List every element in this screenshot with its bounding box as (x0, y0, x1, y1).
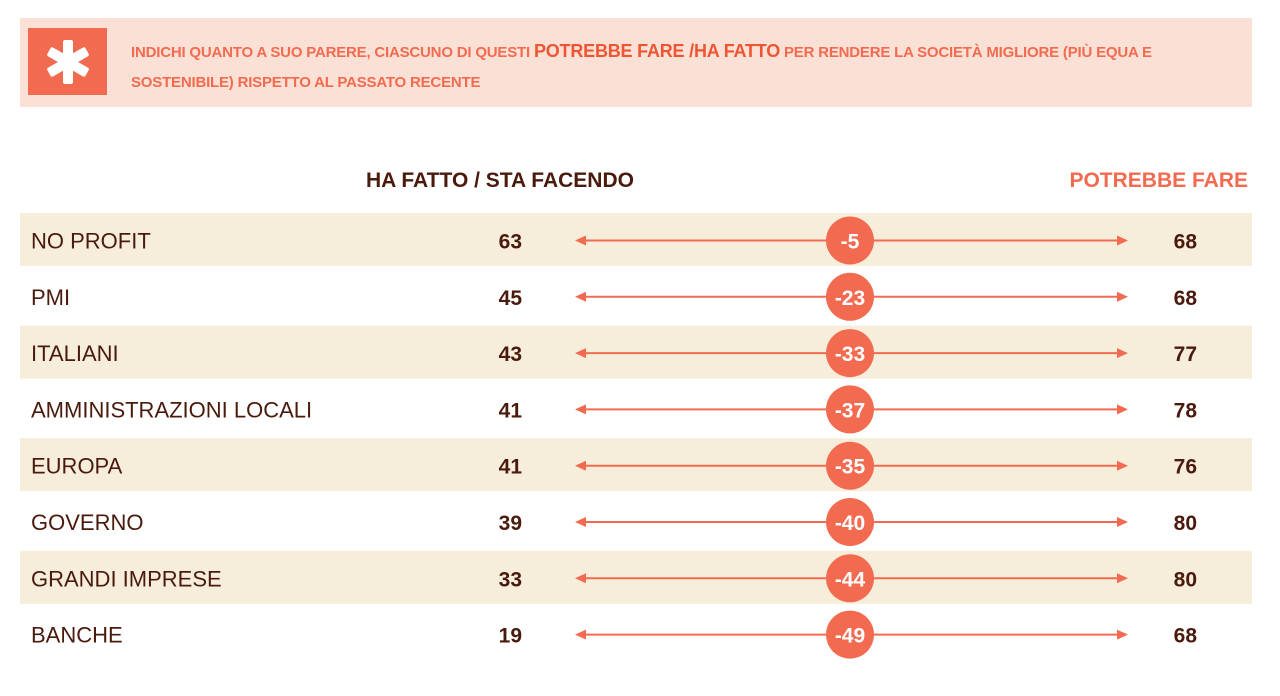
table-row: PMI 45 -23 68 (31, 272, 1198, 321)
row-label: PMI (31, 285, 70, 310)
gap-circle (826, 610, 874, 659)
done-value: 45 (499, 287, 523, 310)
gap-circle (826, 441, 874, 490)
table-row: NO PROFIT 63 -5 68 (20, 213, 1252, 266)
row-label: AMMINISTRAZIONI LOCALI (31, 397, 312, 422)
question-text-emphasis: POTREBBE FARE /HA FATTO (533, 41, 781, 61)
question-text: INDICHI QUANTO A SUO PARERE, CIASCUNO DI… (131, 36, 1241, 98)
row-label: GRANDI IMPRESE (31, 566, 222, 591)
gap-value: -5 (841, 231, 860, 254)
gap-value: -23 (835, 287, 865, 310)
potential-value: 68 (1174, 231, 1198, 254)
done-value: 63 (499, 231, 522, 254)
potential-value: 80 (1174, 568, 1197, 591)
potential-value: 68 (1174, 287, 1198, 310)
gap-circle (826, 216, 874, 265)
gap-value: -35 (835, 456, 866, 479)
row-label: GOVERNO (31, 510, 143, 535)
arrow-right-head (1117, 629, 1128, 640)
arrow-right-head (1117, 348, 1128, 359)
question-text-part1: INDICHI QUANTO A SUO PARERE, CIASCUNO DI… (131, 44, 534, 61)
table-row: ITALIANI 43 -33 77 (20, 325, 1252, 379)
gap-circle (826, 385, 874, 434)
potential-value: 80 (1174, 512, 1197, 535)
row-label: NO PROFIT (31, 229, 151, 254)
arrow-left-head (575, 404, 586, 415)
column-header-done: HA FATTO / STA FACENDO (366, 169, 634, 192)
done-value: 19 (499, 625, 522, 648)
row-label: EUROPA (31, 454, 123, 479)
column-header-potential: POTREBBE FARE (1069, 169, 1248, 192)
potential-value: 78 (1174, 399, 1198, 422)
gap-value: -40 (835, 512, 865, 535)
question-banner (20, 18, 1252, 107)
arrow-left-head (575, 460, 586, 471)
arrow-right-head (1117, 460, 1128, 471)
table-row: AMMINISTRAZIONI LOCALI 41 -37 78 (31, 385, 1198, 434)
potential-value: 68 (1174, 625, 1198, 648)
question-text-part2: PER RENDERE LA SOCIETÀ MIGLIORE (PIÙ EQU… (131, 44, 1152, 91)
arrow-left-head (575, 291, 586, 302)
arrow-left-head (575, 348, 586, 359)
gap-value: -44 (835, 568, 866, 591)
arrow-left-head (575, 573, 586, 584)
arrow-right-head (1117, 235, 1128, 246)
done-value: 43 (499, 343, 522, 366)
gap-value: -37 (835, 399, 865, 422)
arrow-left-head (575, 629, 586, 640)
gap-value: -49 (835, 625, 865, 648)
arrow-right-head (1117, 404, 1128, 415)
table-row: EUROPA 41 -35 76 (20, 438, 1252, 492)
arrow-right-head (1117, 517, 1128, 527)
arrow-right-head (1117, 573, 1128, 584)
gap-circle (826, 272, 874, 321)
potential-value: 77 (1174, 343, 1197, 366)
gap-value: -33 (835, 343, 865, 366)
row-label: ITALIANI (31, 341, 119, 366)
gap-circle (826, 554, 874, 603)
row-label: BANCHE (31, 623, 123, 648)
table-row: GRANDI IMPRESE 33 -44 80 (20, 550, 1252, 604)
potential-value: 76 (1174, 456, 1197, 479)
table-row: BANCHE 19 -49 68 (31, 610, 1198, 659)
gap-circle (826, 498, 874, 546)
gap-circle (826, 329, 874, 378)
done-value: 33 (499, 568, 522, 591)
asterisk-icon (28, 28, 107, 95)
done-value: 39 (499, 512, 522, 535)
arrow-right-head (1117, 291, 1128, 302)
arrow-left-head (575, 235, 586, 246)
done-value: 41 (499, 456, 523, 479)
done-value: 41 (499, 399, 523, 422)
table-row: GOVERNO 39 -40 80 (31, 498, 1197, 546)
arrow-left-head (575, 517, 586, 527)
